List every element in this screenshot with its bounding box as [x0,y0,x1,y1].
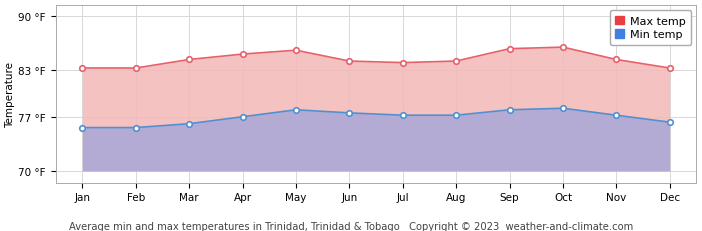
Text: Average min and max temperatures in Trinidad, Trinidad & Tobago   Copyright © 20: Average min and max temperatures in Trin… [69,221,633,231]
Y-axis label: Temperature: Temperature [6,61,15,127]
Legend: Max temp, Min temp: Max temp, Min temp [609,11,691,46]
